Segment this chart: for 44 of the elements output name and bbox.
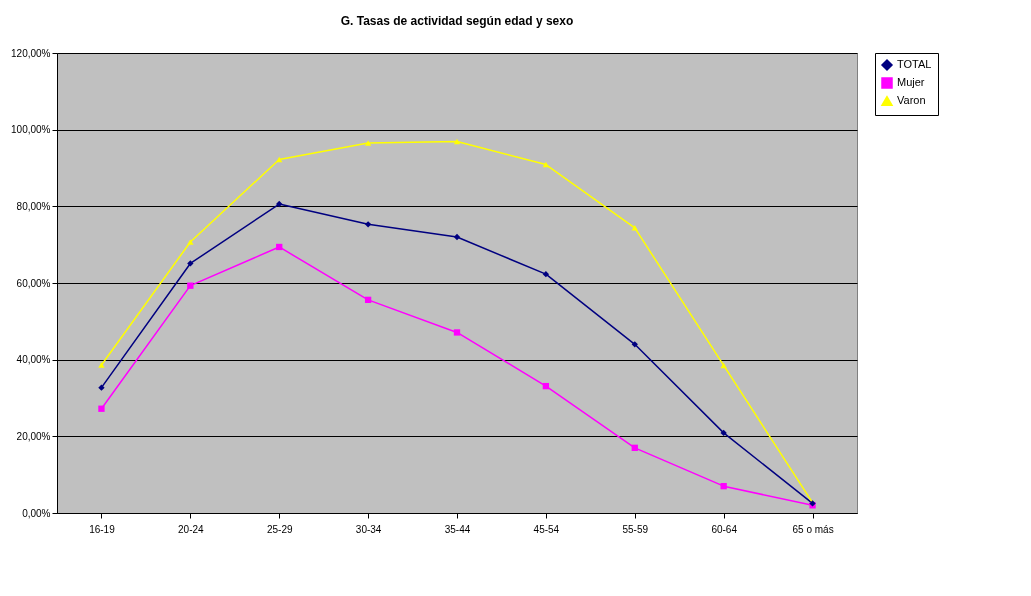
- point: [542, 271, 550, 278]
- legend-label: TOTAL: [897, 58, 932, 70]
- x-tick-label: 65 o más: [792, 523, 834, 535]
- x-tick-label: 55-59: [622, 523, 649, 535]
- y-tick-label: 40,00%: [16, 354, 51, 366]
- point: [98, 362, 105, 368]
- point: [720, 429, 727, 437]
- point: [453, 233, 461, 241]
- x-tick-label: 25-29: [266, 523, 293, 535]
- x-tick-label: 60-64: [711, 523, 738, 535]
- point: [98, 384, 105, 391]
- point: [631, 225, 638, 231]
- chart-title: G. Tasas de actividad según edad y sexo: [340, 14, 574, 28]
- point: [631, 444, 638, 451]
- x-tick-label: 30-34: [355, 523, 382, 535]
- point: [187, 260, 194, 267]
- x-tick-label: 45-54: [533, 523, 560, 535]
- point: [364, 140, 372, 146]
- legend-label: Mujer: [897, 76, 925, 88]
- point: [276, 200, 283, 208]
- y-tick-label: 20,00%: [16, 430, 51, 442]
- point: [364, 296, 372, 304]
- y-tick-label: 80,00%: [16, 200, 51, 212]
- point: [453, 138, 461, 145]
- point: [453, 329, 461, 336]
- point: [276, 156, 283, 163]
- y-tick-label: 0,00%: [22, 507, 51, 519]
- y-tick-label: 60,00%: [16, 277, 51, 289]
- x-tick-label: 20-24: [178, 523, 205, 535]
- point: [542, 382, 550, 390]
- point: [98, 405, 105, 412]
- legend-label: Varon: [897, 94, 926, 106]
- point: [720, 362, 727, 369]
- point: [276, 243, 283, 251]
- point: [631, 341, 638, 348]
- point: [542, 161, 550, 168]
- point: [364, 221, 372, 228]
- point: [187, 239, 194, 245]
- point: [720, 483, 727, 490]
- point: [187, 282, 194, 289]
- x-tick-label: 16-19: [89, 523, 116, 535]
- y-tick-label: 120,00%: [11, 47, 51, 59]
- x-tick-label: 35-44: [444, 523, 471, 535]
- y-tick-label: 100,00%: [11, 124, 51, 136]
